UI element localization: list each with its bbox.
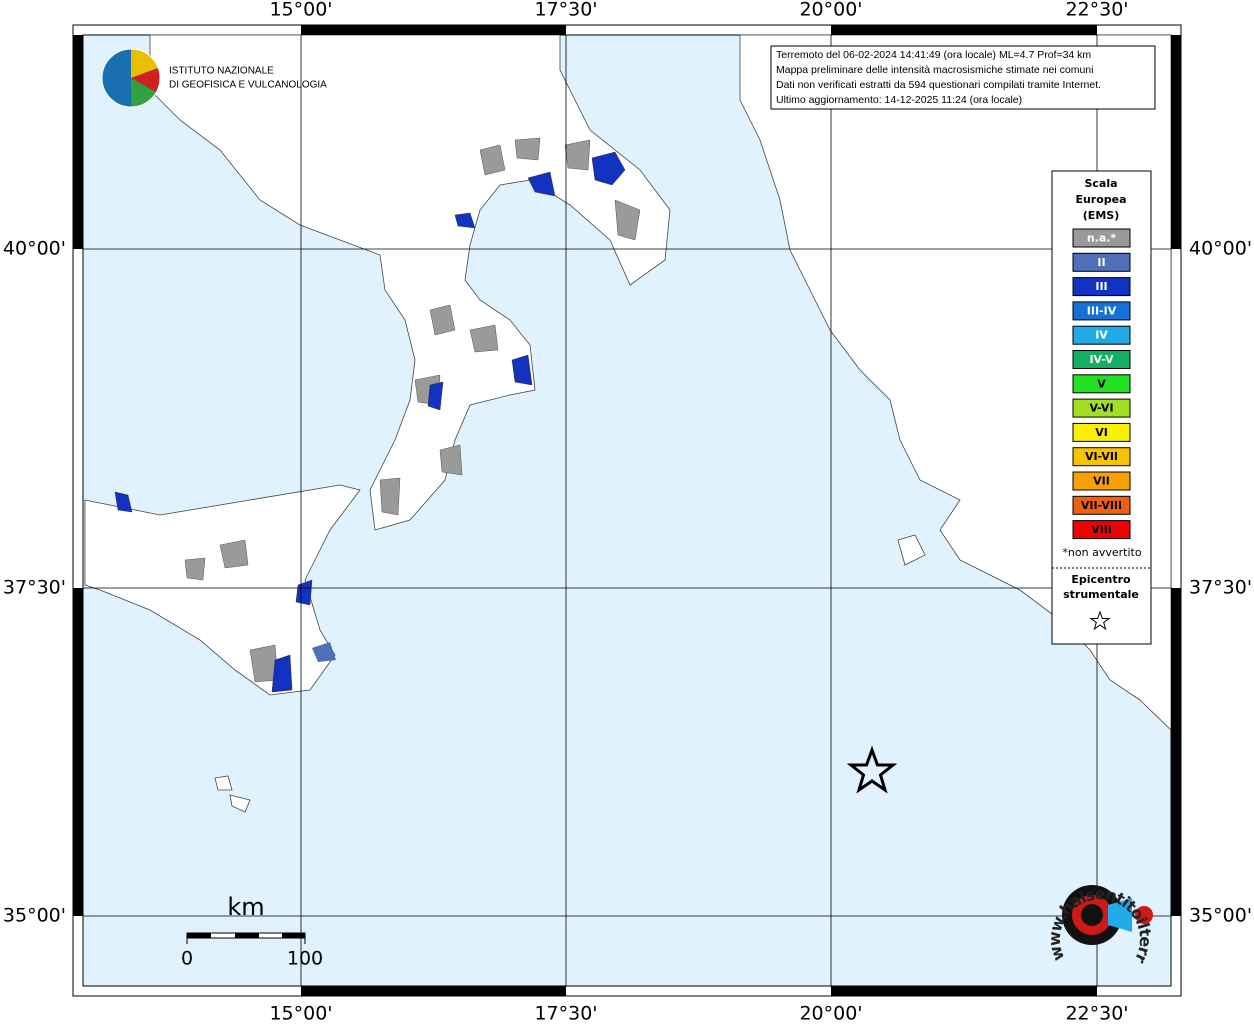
municipalities [184, 137, 641, 683]
legend-swatch [1072, 398, 1131, 418]
lon-label: 22°30' [1065, 0, 1128, 21]
legend-swatch [1072, 520, 1131, 540]
legend-swatch [1072, 350, 1131, 369]
lon-label: 17°30' [534, 0, 597, 21]
logo-text: DI GEOFISICA E VULCANOLOGIA [169, 80, 327, 91]
legend-swatch [1072, 422, 1131, 442]
municipalities-ii [312, 642, 336, 662]
legend-swatch [1072, 277, 1131, 297]
legend-title: Europea [1075, 193, 1126, 206]
legend-label: IV-V [1089, 353, 1114, 366]
legend-title: Scala [1084, 177, 1117, 190]
lon-label: 15°00' [269, 0, 332, 21]
logo-text: ISTITUTO NAZIONALE [169, 66, 274, 77]
lat-label: 37°30' [1189, 577, 1252, 599]
legend-note: *non avvertito [1062, 546, 1141, 559]
legend-label: VII [1093, 475, 1110, 488]
legend-star [1089, 610, 1111, 631]
lon-label: 20°00' [799, 1003, 862, 1024]
legend-swatch [1072, 301, 1131, 321]
legend-label: n.a.* [1087, 232, 1117, 245]
lon-label: 15°00' [269, 1003, 332, 1024]
legend-swatch [1072, 447, 1131, 467]
lon-label: 22°30' [1065, 1003, 1128, 1024]
lat-label: 37°30' [3, 577, 66, 599]
legend-label: VIII [1091, 523, 1112, 536]
legend-swatch [1072, 495, 1131, 515]
scale-max: 100 [287, 948, 323, 970]
lat-label: 35°00' [3, 905, 66, 927]
frame-ticks [73, 25, 1181, 996]
lon-label: 17°30' [534, 1003, 597, 1024]
info-line: Ultimo aggiornamento: 14-12-2025 11:24 (… [776, 94, 1022, 106]
info-line: Terremoto del 06-02-2024 14:41:49 (ora l… [776, 49, 1091, 61]
legend-swatch [1072, 252, 1131, 272]
epicenter-star [846, 745, 898, 794]
legend-swatch [1072, 374, 1131, 394]
lat-label: 40°00' [1189, 238, 1252, 260]
legend-label: V [1097, 377, 1106, 390]
ingv-logo: ISTITUTO NAZIONALE DI GEOFISICA E VULCAN… [101, 48, 327, 108]
legend-title: (EMS) [1083, 209, 1119, 222]
lat-label: 40°00' [3, 238, 66, 260]
info-box [770, 45, 1156, 110]
legend-swatch [1072, 228, 1131, 248]
legend-label: VII-VIII [1081, 499, 1122, 512]
legend-epicenter: Epicentro [1071, 573, 1131, 586]
legend-label: III [1095, 280, 1107, 293]
lon-label: 20°00' [799, 0, 862, 21]
info-line: Mappa preliminare delle intensità macros… [776, 64, 1093, 76]
legend-label: VI-VII [1085, 450, 1118, 463]
legend-label: IV [1095, 329, 1108, 342]
legend-label: VI [1095, 426, 1108, 439]
legend-label: III-IV [1087, 304, 1117, 317]
legend-swatch [1072, 325, 1131, 345]
legend-epicenter: strumentale [1063, 588, 1139, 601]
scale-min: 0 [181, 948, 193, 970]
legend-label: II [1097, 256, 1105, 269]
lat-label: 35°00' [1189, 905, 1252, 927]
scale-bar: km 0 100 [181, 893, 323, 970]
scale-unit: km [227, 893, 264, 921]
legend-swatch [1072, 471, 1131, 491]
info-line: Dati non verificati estratti da 594 ques… [776, 79, 1101, 91]
municipalities-iii [114, 151, 626, 693]
legend-label: V-VI [1089, 402, 1113, 415]
